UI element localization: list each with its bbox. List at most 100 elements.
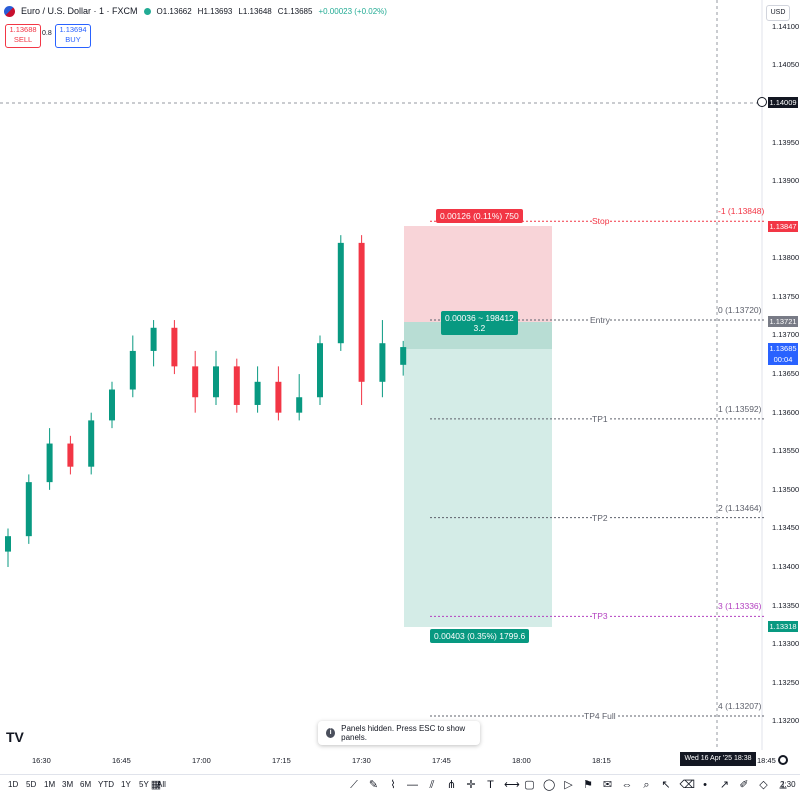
time-tick-label: 16:45	[112, 756, 131, 765]
flag-icon[interactable]: ⚑	[583, 779, 593, 791]
crosshair-price-marker	[757, 97, 767, 107]
pitchfork-icon[interactable]: ⋔	[446, 779, 457, 791]
stop-loss-zone[interactable]	[404, 226, 552, 322]
level-name: Stop	[592, 216, 610, 227]
toast-message: Panels hidden. Press ESC to show panels.	[341, 724, 466, 742]
candle[interactable]	[67, 435, 74, 475]
timeframe-1d[interactable]: 1D	[8, 780, 19, 789]
candle[interactable]	[5, 528, 11, 568]
eraser-icon[interactable]: ⌫	[679, 779, 696, 791]
candle[interactable]	[337, 235, 344, 351]
candle[interactable]	[254, 366, 261, 413]
diamond-icon[interactable]: ◇	[759, 779, 768, 791]
brush-icon[interactable]: ✎	[368, 779, 379, 791]
arrow-tool-icon[interactable]: ↗	[719, 779, 730, 791]
ohlc-change: +0.00023 (+0.02%)	[318, 6, 387, 16]
candle[interactable]	[25, 474, 32, 544]
panels-hidden-toast[interactable]: i Panels hidden. Press ESC to show panel…	[318, 721, 480, 745]
candle[interactable]	[275, 366, 282, 421]
horizontal-line-icon[interactable]: —	[407, 779, 418, 791]
trend-line-icon[interactable]: ⟋	[350, 779, 358, 791]
tradingview-logo[interactable]: TV	[6, 729, 24, 745]
profit-zone[interactable]	[404, 322, 552, 627]
sell-button[interactable]: 1.13688 SELL	[5, 24, 41, 48]
price-tick-label: 1.14050	[772, 60, 800, 70]
text-tool-icon[interactable]: T	[487, 779, 494, 791]
entry-info-label[interactable]: 0.00036 ~ 198412 3.2	[441, 311, 518, 335]
price-tick-label: 1.13200	[772, 716, 800, 726]
circle-icon[interactable]: ◯	[543, 779, 556, 791]
path-icon[interactable]: ⌇	[390, 779, 396, 791]
play-icon[interactable]: ▷	[564, 779, 573, 791]
timeframe-5d[interactable]: 5D	[26, 780, 37, 789]
target-label[interactable]: 0.00403 (0.35%) 1799.6	[430, 629, 530, 643]
zoom-icon[interactable]: ⌕	[643, 779, 650, 791]
axis-settings-gear-icon[interactable]	[778, 755, 788, 765]
timeframe-5y[interactable]: 5Y	[139, 780, 149, 789]
candle[interactable]	[233, 358, 240, 413]
timeframe-ytd[interactable]: YTD	[98, 780, 114, 789]
buy-price: 1.13694	[59, 25, 87, 34]
ohlc-open: O1.13662	[156, 6, 192, 16]
price-tick-label: 1.13400	[772, 562, 800, 572]
entry-price-tag: 1.13721	[768, 316, 798, 327]
candle-body	[67, 443, 74, 467]
candle-body	[109, 389, 115, 421]
candle-body	[25, 482, 32, 537]
calendar-icon[interactable]: ▦	[150, 779, 162, 791]
candle[interactable]	[296, 374, 303, 421]
timeframe-6m[interactable]: 6M	[80, 780, 92, 789]
candle[interactable]	[109, 381, 115, 429]
price-tick-label: 1.13700	[772, 330, 800, 340]
timeframe-all[interactable]: All	[157, 780, 166, 789]
candle-body	[379, 343, 386, 382]
candle-body	[150, 327, 157, 351]
candle[interactable]	[171, 320, 178, 375]
ruler-icon[interactable]: ⟂	[779, 779, 787, 791]
price-tick-label: 1.13950	[772, 137, 800, 147]
dot-icon[interactable]: •	[703, 779, 707, 791]
price-tick-label: 1.13250	[772, 677, 800, 687]
arrows-icon[interactable]: ⇔	[621, 779, 633, 791]
clock[interactable]: 2:30	[780, 780, 796, 789]
candle-body	[213, 366, 219, 398]
candle[interactable]	[379, 320, 386, 398]
candle[interactable]	[213, 350, 219, 405]
pen-icon[interactable]: ✐	[739, 779, 749, 791]
parallel-channel-icon[interactable]: ⫽	[429, 779, 435, 791]
crosshair-price-tag: 1.14009	[768, 97, 798, 108]
crosshair-tool-icon[interactable]: ✛	[466, 779, 476, 791]
candle[interactable]	[129, 335, 136, 398]
target-price-tag: 1.13318	[768, 621, 798, 632]
price-tick-label: 1.13300	[772, 639, 800, 649]
timeframe-3m[interactable]: 3M	[62, 780, 74, 789]
stop-loss-label[interactable]: 0.00126 (0.11%) 750	[436, 209, 523, 223]
timeframe-1m[interactable]: 1M	[44, 780, 56, 789]
price-tick-label: 1.13750	[772, 291, 800, 301]
candle[interactable]	[358, 235, 365, 405]
measure-icon[interactable]: ⟷	[504, 779, 520, 791]
spread-value: 0.8	[42, 30, 52, 37]
price-tick-label: 1.14100	[772, 21, 800, 31]
candle[interactable]	[150, 320, 157, 367]
candle[interactable]	[400, 340, 407, 376]
level-name: TP1	[592, 413, 608, 424]
note-icon[interactable]: ✉	[602, 779, 613, 791]
rectangle-icon[interactable]: ▢	[524, 779, 535, 791]
level-name: TP2	[592, 512, 608, 523]
timeframe-1y[interactable]: 1Y	[121, 780, 131, 789]
currency-selector[interactable]: USD	[766, 5, 790, 21]
cursor-icon[interactable]: ↖	[661, 779, 671, 791]
symbol-title[interactable]: Euro / U.S. Dollar · 1 · FXCM	[21, 6, 138, 16]
candle-body	[317, 343, 323, 398]
candle-body	[337, 242, 344, 344]
ohlc-close: C1.13685	[277, 6, 313, 16]
price-tick-label: 1.13600	[772, 407, 800, 417]
candle[interactable]	[192, 350, 199, 413]
candle-body	[192, 366, 199, 398]
buy-button[interactable]: 1.13694 BUY	[55, 24, 91, 48]
candle[interactable]	[317, 335, 323, 405]
candle[interactable]	[88, 412, 95, 475]
candle[interactable]	[46, 428, 53, 490]
